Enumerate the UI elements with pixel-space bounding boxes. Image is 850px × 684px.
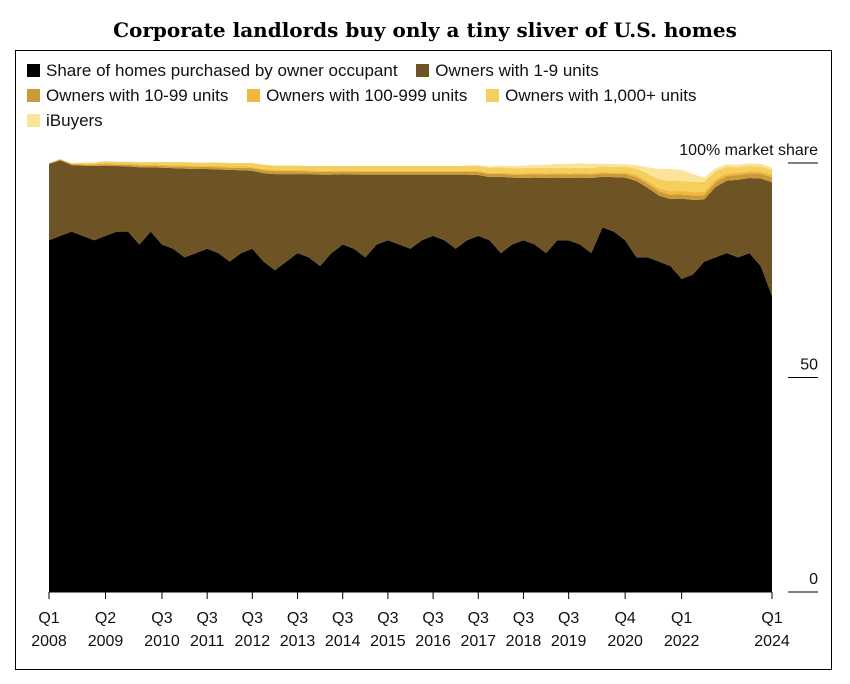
x-tick-label-bottom-8: 2016 [415,633,451,650]
legend-label-owners-10-99: Owners with 10-99 units [46,86,229,105]
x-tick-label-top-5: Q3 [287,610,308,627]
x-tick-label-top-8: Q3 [422,610,443,627]
legend-label-owners-100-999: Owners with 100-999 units [266,86,468,105]
x-tick-label-top-1: Q2 [95,610,116,627]
legend-swatch-owner-occupant [27,64,40,77]
legend-swatch-owners-100-999 [247,89,261,102]
legend: Share of homes purchased by owner occupa… [27,58,817,133]
legend-item-ibuyers: iBuyers [27,108,103,133]
x-tick-label-top-4: Q3 [242,610,263,627]
legend-swatch-owners-1000-plus [486,89,500,102]
x-tick-label-bottom-1: 2009 [88,633,124,650]
legend-label-ibuyers: iBuyers [46,111,103,130]
x-tick-label-top-7: Q3 [377,610,398,627]
x-tick-label-top-2: Q3 [151,610,172,627]
area-series-3 [49,159,772,196]
legend-item-owners-10-99: Owners with 10-99 units [27,83,228,108]
area-series-1 [49,160,772,296]
x-tick-label-bottom-10: 2018 [506,633,542,650]
legend-label-owners-1000-plus: Owners with 1,000+ units [505,86,697,105]
x-tick-label-bottom-0: 2008 [31,633,67,650]
x-tick-label-bottom-7: 2015 [370,633,406,650]
legend-swatch-owners-1-9 [416,64,430,77]
area-series-2 [49,159,772,200]
x-tick-label-bottom-11: 2019 [551,633,587,650]
x-tick-label-bottom-5: 2013 [280,633,316,650]
x-tick-label-top-0: Q1 [38,610,59,627]
legend-item-owners-1-9: Owners with 1-9 units [416,58,599,83]
x-tick-label-top-12: Q4 [614,610,635,627]
chart-title: Corporate landlords buy only a tiny sliv… [113,18,737,42]
x-tick-label-bottom-14: 2024 [754,633,790,650]
x-tick-label-top-9: Q3 [468,610,489,627]
x-tick-label-top-11: Q3 [558,610,579,627]
legend-swatch-owners-10-99 [27,89,40,102]
y-tick-label-2: 0 [809,571,818,588]
x-tick-label-top-14: Q1 [761,610,782,627]
x-tick-label-top-6: Q3 [332,610,353,627]
area-series-4 [49,159,772,193]
x-tick-label-bottom-3: 2011 [190,633,225,650]
legend-item-owners-1000-plus: Owners with 1,000+ units [486,83,696,108]
x-tick-label-top-13: Q1 [671,610,692,627]
x-tick-label-bottom-9: 2017 [460,633,496,650]
legend-item-owners-100-999: Owners with 100-999 units [247,83,467,108]
legend-label-owners-1-9: Owners with 1-9 units [435,61,599,80]
x-tick-label-bottom-2: 2010 [144,633,180,650]
x-tick-label-bottom-4: 2012 [235,633,271,650]
area-series-0 [49,227,772,592]
y-tick-label-0: 100% market share [679,142,818,159]
x-tick-label-top-10: Q3 [513,610,534,627]
legend-item-owner-occupant: Share of homes purchased by owner occupa… [27,58,398,83]
x-tick-label-top-3: Q3 [196,610,217,627]
x-tick-label-bottom-13: 2022 [664,633,700,650]
area-series-5 [49,159,772,182]
x-tick-label-bottom-6: 2014 [325,633,361,650]
y-tick-label-1: 50 [800,357,818,374]
x-tick-label-bottom-12: 2020 [607,633,643,650]
legend-label-owner-occupant: Share of homes purchased by owner occupa… [46,61,398,80]
legend-swatch-ibuyers [27,114,40,127]
